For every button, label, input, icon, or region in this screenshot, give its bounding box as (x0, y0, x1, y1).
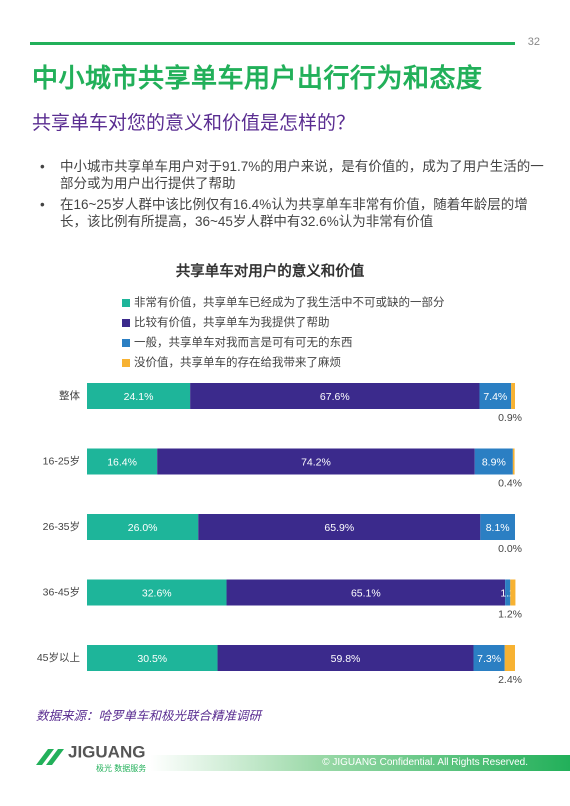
bar-segment (87, 383, 191, 409)
source: 数据来源：哈罗单车和极光联合精准调研 (36, 709, 262, 723)
logo-tagline: 极光 数据服务 (96, 763, 146, 773)
category-label: 26-35岁 (43, 520, 80, 533)
legend-swatch (122, 319, 130, 327)
value-label: 59.8% (331, 653, 361, 665)
value-label: 8.9% (482, 456, 506, 468)
category-label: 整体 (59, 389, 80, 402)
value-label: 2.4% (498, 674, 522, 686)
bar-segment (87, 448, 158, 475)
value-label: 16.4% (107, 456, 137, 468)
value-label: 8.1% (486, 522, 510, 534)
bar-segment (87, 579, 227, 606)
bar-segment (473, 645, 505, 671)
bar-segment (504, 645, 515, 671)
page-title: 中小城市共享单车用户出行行为和态度 (32, 63, 483, 93)
value-label: 0.0% (498, 543, 522, 555)
value-label: 7.3% (477, 653, 501, 665)
category-label: 16-25岁 (43, 454, 80, 467)
legend-swatch (122, 339, 130, 347)
footer: JIGUANG 极光 数据服务 (36, 742, 570, 773)
bar-segment (87, 645, 218, 671)
value-label: 74.2% (301, 456, 331, 468)
value-label: 67.6% (320, 391, 350, 403)
legend-swatch (122, 359, 130, 367)
bar-segment (157, 448, 475, 475)
logo-mark (36, 749, 64, 765)
page-subtitle: 共享单车对您的意义和价值是怎样的？ (32, 113, 356, 134)
bar-segment (226, 579, 506, 606)
value-label: 0.9% (498, 412, 522, 424)
bar-segment (198, 514, 481, 540)
legend-label: 一般，共享单车对我而言是可有可无的东西 (134, 335, 353, 349)
value-label: 32.6% (142, 587, 172, 599)
legend-swatch (122, 299, 130, 307)
bar-segment (510, 579, 516, 606)
chart-title: 共享单车对用户的意义和价值 (176, 262, 365, 280)
bar-segment (190, 383, 480, 409)
value-label: 65.9% (324, 522, 354, 534)
bullet: 在16~25岁人群中该比例仅有16.4%认为共享单车非常有价值，随着年龄层的增长… (40, 196, 550, 230)
bar-segment (217, 645, 474, 671)
bar-segment (480, 514, 515, 540)
footer-band (150, 755, 570, 771)
bar-segment (87, 514, 199, 540)
bar-segment (474, 448, 513, 475)
value-label: 24.1% (124, 391, 154, 403)
value-label: 30.5% (137, 653, 167, 665)
bullet: 中小城市共享单车用户对于91.7%的用户来说，是有价值的，成为了用户生活的一部分… (40, 158, 550, 192)
value-label: 7.4% (483, 391, 507, 403)
page-number: 32 (527, 36, 540, 48)
category-label: 45岁以上 (37, 651, 80, 664)
copyright: © JIGUANG Confidential. All Rights Reser… (322, 757, 528, 768)
value-label: 1.2% (498, 608, 522, 620)
value-label: 0.4% (498, 477, 522, 489)
logo-name: JIGUANG (68, 742, 145, 761)
category-label: 36-45岁 (43, 585, 80, 598)
legend-label: 非常有价值，共享单车已经成为了我生活中不可或缺的一部分 (134, 295, 445, 309)
chart: 共享单车对用户的意义和价值 非常有价值，共享单车已经成为了我生活中不可或缺的一部… (37, 262, 522, 686)
value-label: 26.0% (128, 522, 158, 534)
bar-segment (512, 448, 515, 475)
bar-segment (511, 383, 515, 409)
bar-segment (479, 383, 512, 409)
bar-segment (505, 579, 511, 606)
value-label: 65.1% (351, 587, 381, 599)
legend-label: 没价值，共享单车的存在给我带来了麻烦 (134, 355, 341, 369)
legend-label: 比较有价值，共享单车为我提供了帮助 (134, 315, 330, 329)
top-rule (30, 42, 515, 45)
